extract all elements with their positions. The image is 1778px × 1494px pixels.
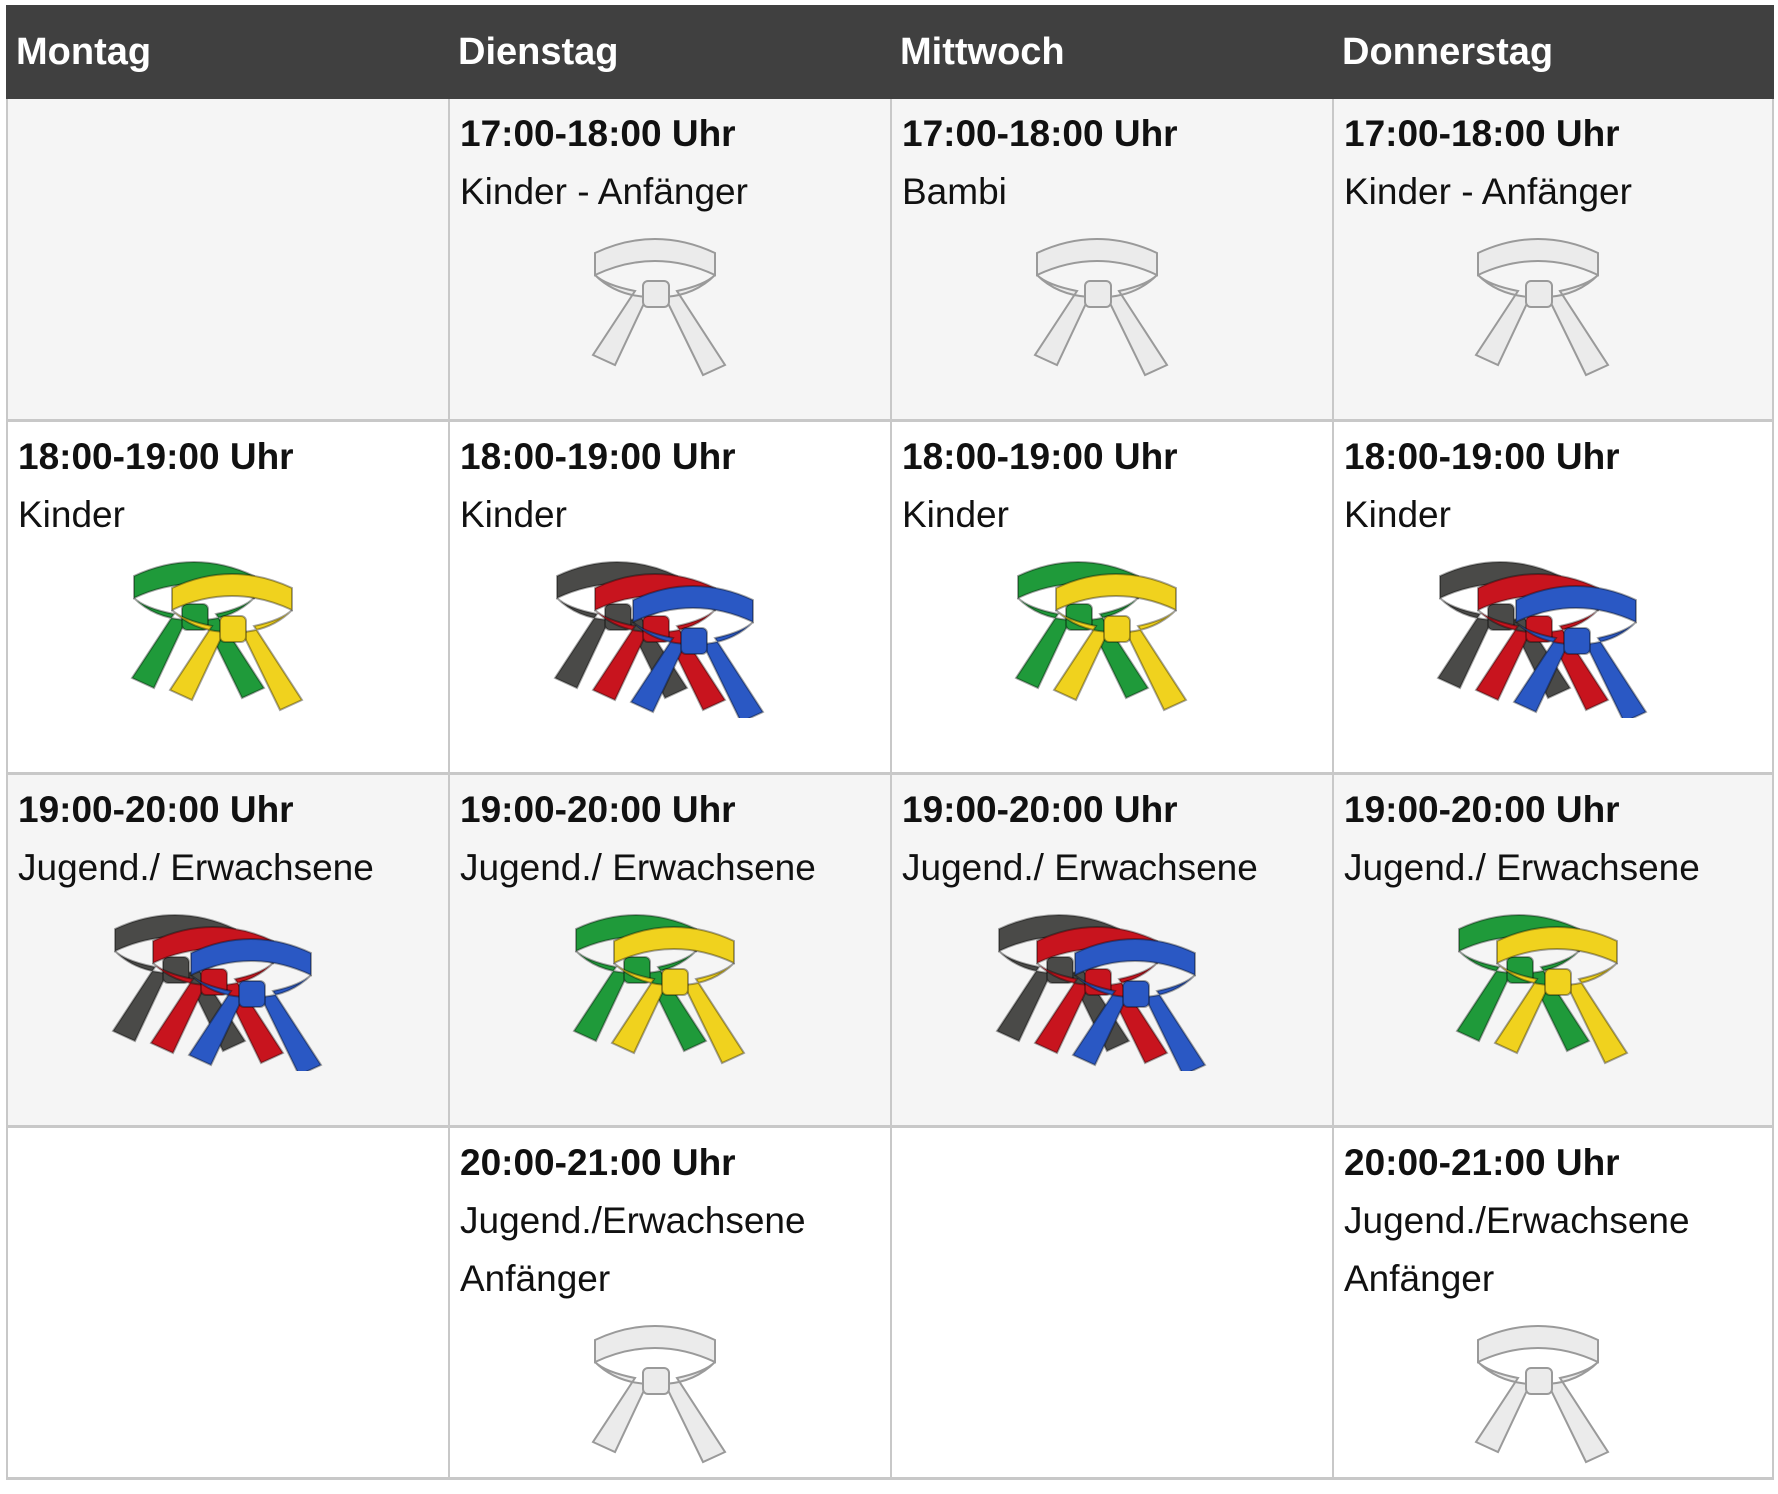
class-group: Jugend./ Erwachsene bbox=[1344, 847, 1700, 888]
class-time: 18:00-19:00 Uhr bbox=[460, 436, 736, 477]
schedule-cell: 18:00-19:00 Uhr Kinder bbox=[6, 422, 448, 775]
belt-icon bbox=[591, 238, 727, 377]
header-montag: Montag bbox=[6, 5, 448, 99]
blue-belt-icon bbox=[629, 585, 765, 718]
belt-icon bbox=[1033, 238, 1169, 377]
schedule-cell: 17:00-18:00 Uhr Kinder - Anfänger bbox=[448, 99, 890, 422]
belt-icon bbox=[130, 561, 304, 712]
yellow-belt-icon bbox=[1493, 926, 1629, 1065]
belt-icon bbox=[591, 1325, 727, 1464]
class-time: 19:00-20:00 Uhr bbox=[1344, 789, 1620, 830]
yellow-belt-icon bbox=[168, 573, 304, 712]
schedule-cell: 18:00-19:00 Uhr Kinder bbox=[448, 422, 890, 775]
black-belt-icon bbox=[553, 561, 689, 700]
belt-icon bbox=[553, 561, 765, 718]
schedule-cell: 18:00-19:00 Uhr Kinder bbox=[890, 422, 1332, 775]
class-group: Kinder - Anfänger bbox=[1344, 171, 1632, 212]
class-group: Jugend./Erwachsene bbox=[1344, 1200, 1690, 1241]
class-time: 19:00-20:00 Uhr bbox=[18, 789, 294, 830]
class-group: Kinder bbox=[902, 494, 1009, 535]
class-time: 17:00-18:00 Uhr bbox=[460, 113, 736, 154]
class-time: 18:00-19:00 Uhr bbox=[902, 436, 1178, 477]
class-group: Jugend./ Erwachsene bbox=[902, 847, 1258, 888]
class-group: Jugend./Erwachsene bbox=[460, 1200, 806, 1241]
class-time: 19:00-20:00 Uhr bbox=[460, 789, 736, 830]
class-group: Kinder bbox=[1344, 494, 1451, 535]
class-group: Jugend./ Erwachsene bbox=[18, 847, 374, 888]
class-group: Kinder bbox=[460, 494, 567, 535]
yellow-belt-icon bbox=[1052, 573, 1188, 712]
belt-icon bbox=[1436, 561, 1648, 718]
class-group: Anfänger bbox=[1344, 1258, 1495, 1299]
white-belt-icon bbox=[1474, 1325, 1610, 1464]
class-time: 18:00-19:00 Uhr bbox=[1344, 436, 1620, 477]
belt-icon bbox=[1455, 914, 1629, 1065]
schedule-cell bbox=[6, 99, 448, 422]
class-time: 20:00-21:00 Uhr bbox=[460, 1142, 736, 1183]
white-belt-icon bbox=[1033, 238, 1169, 377]
blue-belt-icon bbox=[187, 938, 323, 1071]
header-mittwoch: Mittwoch bbox=[890, 5, 1332, 99]
belt-icon bbox=[1474, 238, 1610, 377]
class-time: 18:00-19:00 Uhr bbox=[18, 436, 294, 477]
schedule-cell: 17:00-18:00 Uhr Bambi bbox=[890, 99, 1332, 422]
class-group: Jugend./ Erwachsene bbox=[460, 847, 816, 888]
belt-icon bbox=[572, 914, 746, 1065]
schedule-cell: 20:00-21:00 Uhr Jugend./Erwachsene Anfänge… bbox=[448, 1128, 890, 1480]
header-dienstag: Dienstag bbox=[448, 5, 890, 99]
class-time: 19:00-20:00 Uhr bbox=[902, 789, 1178, 830]
class-group: Anfänger bbox=[460, 1258, 611, 1299]
schedule-cell: 20:00-21:00 Uhr Jugend./Erwachsene Anfänge… bbox=[1332, 1128, 1774, 1480]
schedule-cell: 17:00-18:00 Uhr Kinder - Anfänger bbox=[1332, 99, 1774, 422]
schedule-cell: 19:00-20:00 Uhr Jugend./ Erwachsene bbox=[1332, 775, 1774, 1128]
blue-belt-icon bbox=[1071, 938, 1207, 1071]
belt-icon bbox=[1014, 561, 1188, 712]
yellow-belt-icon bbox=[610, 926, 746, 1065]
green-belt-icon bbox=[130, 561, 266, 700]
white-belt-icon bbox=[1474, 238, 1610, 377]
belt-icon bbox=[995, 914, 1207, 1071]
schedule-cell bbox=[6, 1128, 448, 1480]
white-belt-icon bbox=[591, 238, 727, 377]
white-belt-icon bbox=[591, 1325, 727, 1464]
green-belt-icon bbox=[1455, 914, 1591, 1053]
blue-belt-icon bbox=[1512, 585, 1648, 718]
class-group: Kinder - Anfänger bbox=[460, 171, 748, 212]
schedule-cell: 19:00-20:00 Uhr Jugend./ Erwachsene bbox=[6, 775, 448, 1128]
class-group: Bambi bbox=[902, 171, 1007, 212]
schedule-cell bbox=[890, 1128, 1332, 1480]
belt-icon bbox=[111, 914, 323, 1071]
schedule-cell: 19:00-20:00 Uhr Jugend./ Erwachsene bbox=[890, 775, 1332, 1128]
header-donnerstag: Donnerstag bbox=[1332, 5, 1774, 99]
class-time: 17:00-18:00 Uhr bbox=[1344, 113, 1620, 154]
schedule-table: Montag Dienstag Mittwoch Donnerstag 17:00-18… bbox=[6, 5, 1774, 1480]
schedule-cell: 19:00-20:00 Uhr Jugend./ Erwachsene bbox=[448, 775, 890, 1128]
class-time: 20:00-21:00 Uhr bbox=[1344, 1142, 1620, 1183]
belt-icon bbox=[1474, 1325, 1610, 1464]
class-time: 17:00-18:00 Uhr bbox=[902, 113, 1178, 154]
class-group: Kinder bbox=[18, 494, 125, 535]
schedule-cell: 18:00-19:00 Uhr Kinder bbox=[1332, 422, 1774, 775]
